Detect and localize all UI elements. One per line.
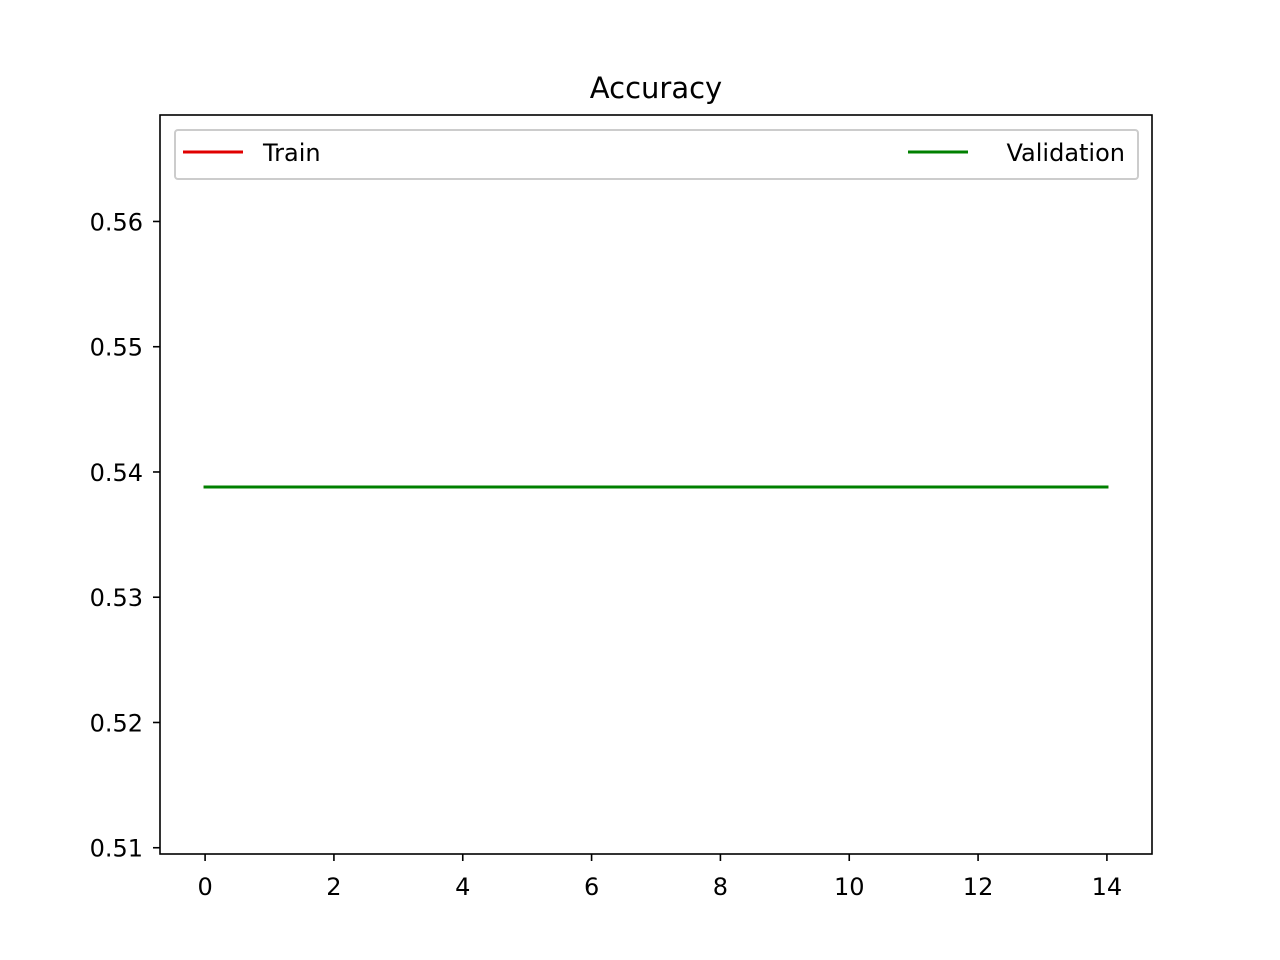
plot-area: 0 2 4 6 8 10 12 14 0.51 0.52 0.53 0.54 0.55 0.56 [90, 208, 1123, 901]
x-tick-label: 6 [584, 873, 599, 901]
plot-frame [159, 114, 1153, 855]
y-tick-label: 0.53 [90, 584, 143, 612]
x-tick-label: 4 [455, 873, 470, 901]
legend-label-validation: Validation [1006, 139, 1125, 167]
y-tick-label: 0.51 [90, 835, 143, 863]
x-tick-label: 10 [834, 873, 865, 901]
chart-title: Accuracy [590, 71, 722, 105]
x-tick-label: 2 [326, 873, 341, 901]
x-tick-label: 0 [197, 873, 212, 901]
legend-label-train: Train [262, 139, 321, 167]
x-tick-label: 8 [713, 873, 728, 901]
y-tick-label: 0.54 [90, 459, 143, 487]
y-tick-label: 0.56 [90, 208, 143, 236]
legend: Train Validation [174, 129, 1139, 180]
y-tick-label: 0.55 [90, 334, 143, 362]
y-tick-label: 0.52 [90, 709, 143, 737]
x-tick-label: 12 [963, 873, 994, 901]
legend-box [174, 129, 1139, 180]
x-tick-label: 14 [1092, 873, 1123, 901]
